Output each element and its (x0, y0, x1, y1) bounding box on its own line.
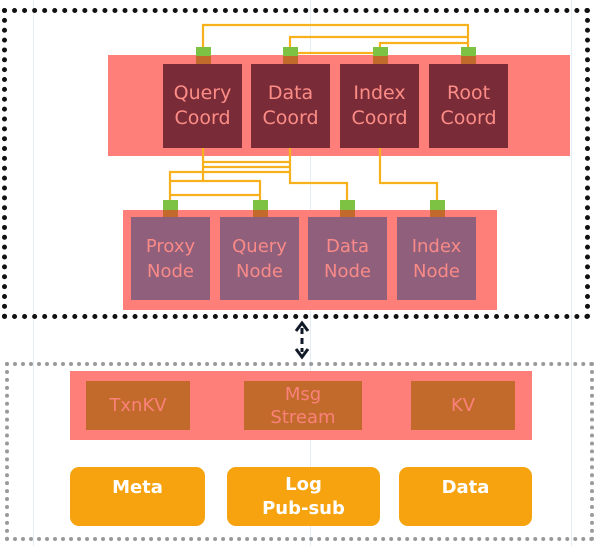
connector-icon (163, 200, 178, 210)
connector-icon (253, 200, 268, 210)
link-proxy-dc (168, 170, 290, 200)
guide-line (571, 0, 572, 546)
msg-stream-box: Msg Stream (244, 381, 362, 430)
data-coord: Data Coord (251, 64, 330, 148)
link-index-root (378, 41, 468, 47)
compute-layer-frame (2, 8, 590, 319)
query-coord: Query Coord (163, 64, 242, 148)
index-node: Index Node (397, 217, 476, 300)
data-storage: Data (399, 467, 532, 526)
link-proxy-query (170, 179, 262, 200)
meta-storage: Meta (70, 467, 205, 526)
guide-line (33, 0, 34, 546)
connector-icon (461, 47, 476, 56)
index-coord: Index Coord (340, 64, 419, 148)
connectors (163, 47, 476, 217)
log-pubsub-storage: Log Pub-sub (227, 467, 380, 526)
link-data-root (288, 35, 468, 47)
connector-icon (430, 200, 445, 210)
proxy-node: Proxy Node (131, 217, 210, 300)
link-datacoord-datanode (288, 148, 349, 200)
connector-icon (340, 200, 355, 210)
link-indexcoord-indexnode (378, 148, 439, 200)
double-arrow-icon (294, 320, 310, 360)
connector-icon (373, 47, 388, 56)
root-coord: Root Coord (429, 64, 508, 148)
connector-icon (283, 47, 298, 56)
kv-box: KV (411, 381, 515, 430)
txnkv-box: TxnKV (86, 381, 190, 430)
query-node: Query Node (220, 217, 299, 300)
storage-layer-frame (5, 362, 594, 541)
connector-icon (196, 47, 211, 56)
data-node: Data Node (308, 217, 387, 300)
